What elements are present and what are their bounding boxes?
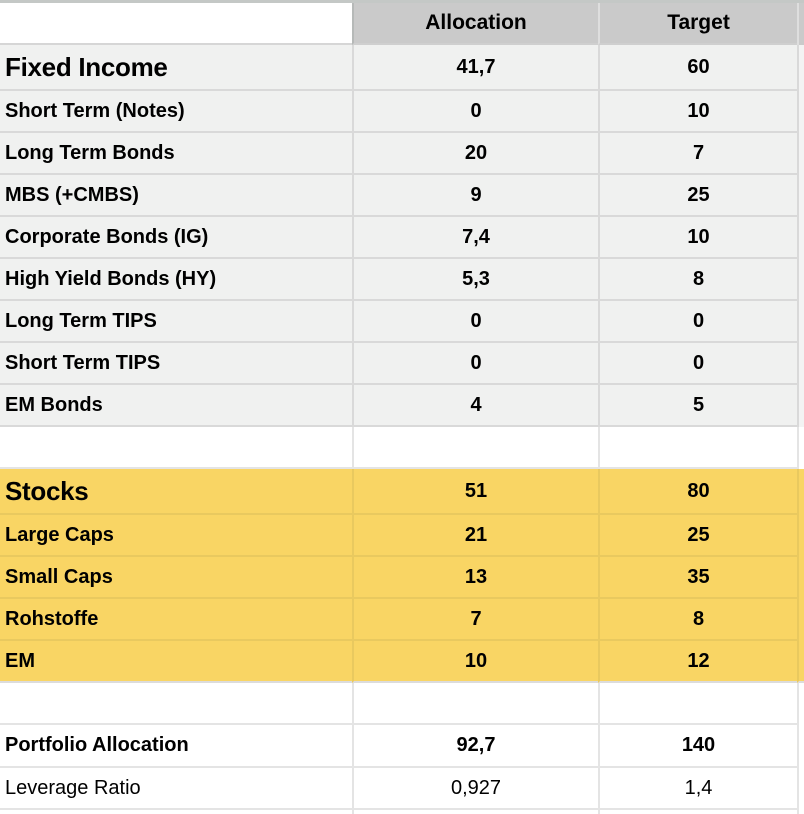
cell-target-value[interactable]: 8 (598, 259, 797, 301)
row-spacer-1 (0, 427, 804, 469)
header-row: Allocation Target (0, 3, 804, 45)
cell-target-value[interactable]: 10 (598, 217, 797, 259)
cell-target-value[interactable]: 8 (598, 599, 797, 641)
row-long-term-tips: Long Term TIPS 0 0 (0, 301, 804, 343)
cell-target-value[interactable]: 80 (598, 469, 797, 515)
grid-sliver (797, 45, 804, 91)
cell-target-value[interactable]: 25 (598, 175, 797, 217)
grid-sliver (797, 427, 804, 469)
cell-target-value[interactable]: 0 (598, 301, 797, 343)
row-spacer-2 (0, 683, 804, 725)
cell-label[interactable]: Large Caps (0, 515, 352, 557)
cell-label[interactable]: Corporate Bonds (IG) (0, 217, 352, 259)
cell-allocation-value[interactable]: 0 (352, 343, 598, 385)
cell-target-value[interactable]: 0 (598, 343, 797, 385)
grid-sliver (797, 599, 804, 641)
row-portfolio-allocation: Portfolio Allocation 92,7 140 (0, 725, 804, 768)
cell-target-value[interactable]: 25 (598, 515, 797, 557)
cell-target-value[interactable]: 10 (598, 91, 797, 133)
cell-allocation-value[interactable]: 0 (352, 301, 598, 343)
cell-allocation-value[interactable]: 4 (352, 385, 598, 427)
top-row-sliver (0, 0, 804, 3)
grid-sliver (797, 725, 804, 768)
grid-sliver (797, 301, 804, 343)
cell-label[interactable] (0, 427, 352, 469)
cell-label[interactable]: Portfolio Allocation (0, 725, 352, 768)
cell-label[interactable]: Fixed Income (0, 45, 352, 91)
grid-sliver (797, 91, 804, 133)
cell-allocation-value[interactable]: 92,7 (352, 725, 598, 768)
grid-sliver (797, 768, 804, 810)
row-small-caps: Small Caps 13 35 (0, 557, 804, 599)
row-corporate-bonds-ig: Corporate Bonds (IG) 7,4 10 (0, 217, 804, 259)
cell-label[interactable]: Short Term TIPS (0, 343, 352, 385)
row-mbs-cmbs: MBS (+CMBS) 9 25 (0, 175, 804, 217)
cell-allocation-value[interactable]: 0,927 (352, 768, 598, 810)
cell-label[interactable]: EM Bonds (0, 385, 352, 427)
grid-sliver (797, 641, 804, 683)
row-stocks: Stocks 51 80 (0, 469, 804, 515)
grid-sliver (797, 515, 804, 557)
grid-sliver (797, 469, 804, 515)
column-header-target[interactable]: Target (598, 3, 797, 45)
cell-label[interactable]: Rohstoffe (0, 599, 352, 641)
corner-header-cell[interactable] (0, 3, 352, 45)
row-leverage-ratio: Leverage Ratio 0,927 1,4 (0, 768, 804, 810)
row-high-yield-bonds-hy: High Yield Bonds (HY) 5,3 8 (0, 259, 804, 301)
cell-allocation-value[interactable] (352, 427, 598, 469)
grid-sliver (797, 175, 804, 217)
cell-allocation-value[interactable]: 9 (352, 175, 598, 217)
grid-sliver (797, 133, 804, 175)
cell-target-value[interactable]: 35 (598, 557, 797, 599)
cell-target-value[interactable]: 7 (598, 133, 797, 175)
cell-allocation-value[interactable]: 7,4 (352, 217, 598, 259)
row-short-term-tips: Short Term TIPS 0 0 (0, 343, 804, 385)
bottom-row-sliver (0, 810, 804, 814)
row-fixed-income: Fixed Income 41,7 60 (0, 45, 804, 91)
cell-allocation-value[interactable] (352, 683, 598, 725)
cell-label[interactable]: MBS (+CMBS) (0, 175, 352, 217)
column-header-allocation[interactable]: Allocation (352, 3, 598, 45)
row-short-term-notes: Short Term (Notes) 0 10 (0, 91, 804, 133)
cell-target-value[interactable]: 5 (598, 385, 797, 427)
cell-target-value[interactable]: 60 (598, 45, 797, 91)
cell-allocation-value[interactable]: 21 (352, 515, 598, 557)
row-em-bonds: EM Bonds 4 5 (0, 385, 804, 427)
cell-allocation-value[interactable]: 5,3 (352, 259, 598, 301)
cell-label[interactable] (0, 683, 352, 725)
cell-label[interactable]: Long Term Bonds (0, 133, 352, 175)
cell-target-value[interactable] (598, 427, 797, 469)
cell-label[interactable]: EM (0, 641, 352, 683)
grid-sliver (797, 217, 804, 259)
cell-target-value[interactable]: 140 (598, 725, 797, 768)
grid-sliver (797, 385, 804, 427)
grid-sliver (797, 683, 804, 725)
grid-sliver (797, 259, 804, 301)
row-rohstoffe: Rohstoffe 7 8 (0, 599, 804, 641)
cell-target-value[interactable]: 12 (598, 641, 797, 683)
cell-label[interactable]: Stocks (0, 469, 352, 515)
cell-label[interactable]: Small Caps (0, 557, 352, 599)
grid-sliver (797, 343, 804, 385)
cell-allocation-value[interactable]: 41,7 (352, 45, 598, 91)
cell-target-value[interactable]: 1,4 (598, 768, 797, 810)
cell-allocation-value[interactable]: 20 (352, 133, 598, 175)
cell-allocation-value[interactable]: 10 (352, 641, 598, 683)
cell-label[interactable]: Short Term (Notes) (0, 91, 352, 133)
cell-target-value[interactable] (598, 683, 797, 725)
cell-allocation-value[interactable]: 51 (352, 469, 598, 515)
row-large-caps: Large Caps 21 25 (0, 515, 804, 557)
cell-allocation-value[interactable]: 0 (352, 91, 598, 133)
cell-label[interactable]: High Yield Bonds (HY) (0, 259, 352, 301)
cell-allocation-value[interactable]: 7 (352, 599, 598, 641)
row-em: EM 10 12 (0, 641, 804, 683)
cell-label[interactable]: Leverage Ratio (0, 768, 352, 810)
grid-sliver (797, 3, 804, 45)
cell-allocation-value[interactable]: 13 (352, 557, 598, 599)
cell-label[interactable]: Long Term TIPS (0, 301, 352, 343)
grid-sliver (797, 557, 804, 599)
row-long-term-bonds: Long Term Bonds 20 7 (0, 133, 804, 175)
